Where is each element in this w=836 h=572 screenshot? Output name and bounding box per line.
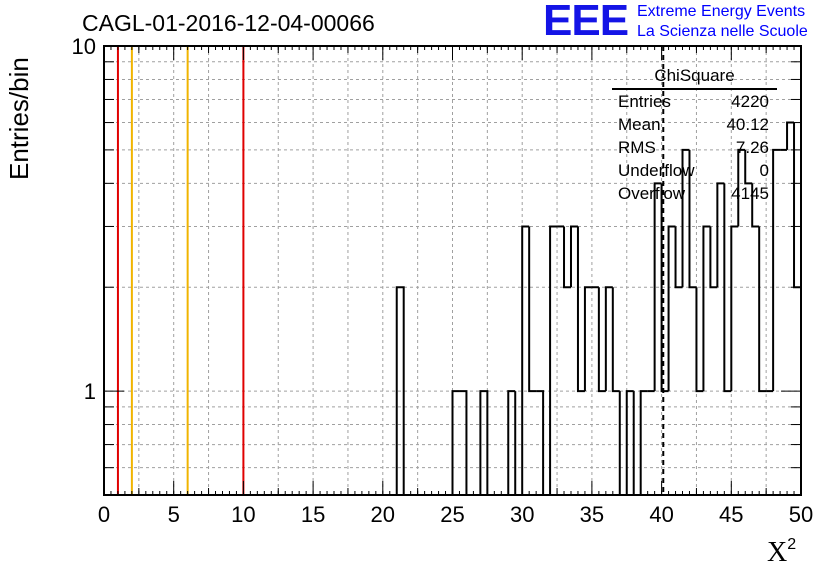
histogram-bin: [521, 225, 530, 495]
stats-row-entries: Entries 4220: [618, 92, 769, 115]
x-tick-label: 25: [440, 502, 464, 527]
histogram-bin: [639, 390, 648, 495]
histogram-bin: [569, 225, 578, 288]
logo-line-2: La Scienza nelle Scuole: [637, 23, 808, 40]
x-tick-label: 40: [649, 502, 673, 527]
x-axis-label-text: X: [767, 537, 788, 568]
stats-key: Overflow: [618, 184, 686, 203]
stats-title: ChiSquare: [654, 66, 735, 85]
x-tick-label: 20: [371, 502, 395, 527]
x-tick-label: 45: [719, 502, 743, 527]
histogram-bin: [583, 286, 592, 392]
histogram-bin: [611, 287, 620, 393]
x-tick-label: 15: [301, 502, 325, 527]
histogram-bin: [507, 390, 516, 495]
histogram-bin: [653, 182, 662, 392]
histogram-bin: [660, 183, 669, 393]
stats-row-overflow: Overflow 4145: [618, 184, 769, 207]
histogram-bin: [737, 148, 746, 227]
eee-logo-mark: EEE: [543, 0, 629, 45]
stats-divider: [612, 88, 777, 90]
histogram-bin: [723, 183, 732, 393]
histogram-bin: [681, 148, 690, 288]
histogram-bin: [793, 122, 802, 495]
stats-key: Underflow: [618, 161, 695, 180]
histogram-bin: [604, 286, 613, 392]
stats-key: Entries: [618, 92, 671, 111]
axis-ticks: [103, 45, 802, 496]
histogram-bin: [667, 225, 676, 392]
histogram-bin: [625, 390, 634, 495]
stats-key: RMS: [618, 138, 656, 157]
tick-labels: 0 5 10 15 20 25 30 35 40 45 50 1 10: [72, 34, 814, 527]
x-axis-label-superscript: 2: [787, 536, 797, 553]
x-tick-label: 0: [98, 502, 110, 527]
x-tick-label: 35: [580, 502, 604, 527]
histogram-bin: [536, 390, 545, 495]
histogram-bin: [459, 390, 468, 495]
histogram-bin: [695, 287, 704, 393]
stats-value: 7.26: [735, 138, 769, 157]
histogram-bin: [751, 183, 760, 228]
histogram-bin: [528, 226, 537, 393]
histogram-bin: [563, 226, 571, 289]
histogram-bin: [395, 286, 405, 495]
stats-value: 4145: [731, 184, 769, 203]
stats-key: Mean: [618, 115, 661, 134]
histogram-bin: [709, 226, 718, 289]
stats-box: ChiSquare Entries 4220 Mean 40.12 RMS 7.…: [612, 66, 777, 206]
histogram-bin: [576, 226, 585, 393]
histogram-bin: [772, 148, 781, 392]
histogram-bin: [549, 225, 558, 495]
stats-value: 4220: [731, 92, 769, 111]
stats-value: 0: [759, 161, 769, 180]
logo-line-1: Extreme Energy Events: [637, 3, 806, 20]
x-tick-label: 50: [789, 502, 813, 527]
x-tick-label: 5: [168, 502, 180, 527]
histogram-bin: [688, 149, 697, 289]
histogram-bin: [730, 225, 739, 392]
stats-value: 40.12: [726, 115, 769, 134]
x-tick-label: 10: [231, 502, 255, 527]
histogram-bin: [716, 182, 725, 288]
y-axis-label: Entries/bin: [4, 57, 34, 180]
eee-logo: EEE Extreme Energy Events La Scienza nel…: [541, 0, 836, 48]
histogram-bin: [479, 390, 489, 495]
y-tick-label: 10: [72, 34, 96, 59]
x-tick-label: 30: [510, 502, 534, 527]
stats-row-mean: Mean 40.12: [618, 115, 769, 138]
histogram-bin: [674, 226, 683, 289]
y-tick-label: 1: [84, 379, 96, 404]
histogram-bin: [744, 149, 753, 185]
stats-row-underflow: Underflow 0: [618, 161, 769, 184]
histogram-bin: [451, 390, 460, 495]
histogram-bin: [758, 226, 767, 393]
reference-lines: [116, 46, 665, 495]
histogram-bin: [597, 287, 606, 393]
histogram-bin: [786, 121, 795, 150]
stats-row-rms: RMS 7.26: [618, 138, 769, 161]
chart-title: CAGL-01-2016-12-04-00066: [82, 10, 375, 36]
histogram-bin: [702, 225, 711, 392]
x-axis-label: X2: [767, 536, 796, 569]
